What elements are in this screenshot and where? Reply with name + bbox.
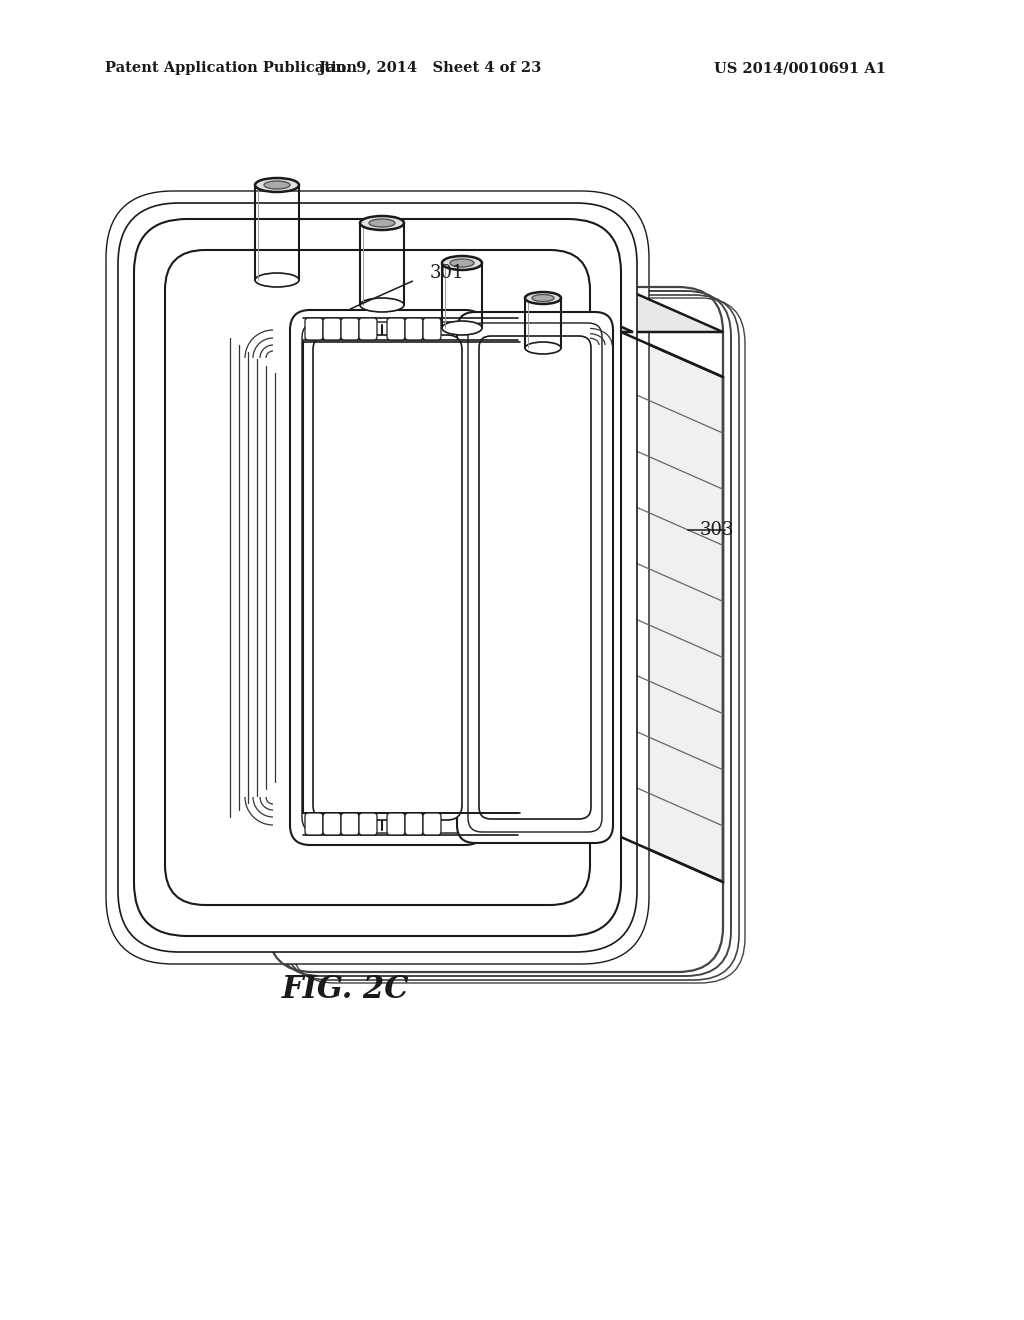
- FancyBboxPatch shape: [479, 337, 591, 818]
- Ellipse shape: [369, 219, 395, 227]
- Polygon shape: [605, 325, 723, 882]
- Text: Jan. 9, 2014   Sheet 4 of 23: Jan. 9, 2014 Sheet 4 of 23: [318, 61, 541, 75]
- FancyBboxPatch shape: [305, 318, 323, 341]
- FancyBboxPatch shape: [323, 318, 341, 341]
- FancyBboxPatch shape: [134, 219, 621, 936]
- FancyBboxPatch shape: [305, 813, 323, 836]
- Text: 301: 301: [430, 264, 465, 282]
- Ellipse shape: [360, 216, 404, 230]
- FancyBboxPatch shape: [118, 203, 637, 952]
- FancyBboxPatch shape: [406, 813, 423, 836]
- FancyBboxPatch shape: [423, 318, 441, 341]
- FancyBboxPatch shape: [387, 813, 406, 836]
- Text: US 2014/0010691 A1: US 2014/0010691 A1: [714, 61, 886, 75]
- Ellipse shape: [525, 292, 561, 304]
- FancyBboxPatch shape: [359, 813, 377, 836]
- Polygon shape: [240, 280, 633, 333]
- FancyBboxPatch shape: [165, 249, 590, 906]
- FancyBboxPatch shape: [302, 322, 473, 833]
- FancyBboxPatch shape: [457, 312, 613, 843]
- Text: FIG. 2C: FIG. 2C: [282, 974, 409, 1006]
- Ellipse shape: [525, 342, 561, 354]
- FancyBboxPatch shape: [150, 235, 605, 920]
- Ellipse shape: [360, 298, 404, 312]
- Ellipse shape: [442, 321, 482, 335]
- Ellipse shape: [532, 294, 554, 301]
- FancyBboxPatch shape: [106, 191, 649, 964]
- Text: 303: 303: [700, 521, 734, 539]
- FancyBboxPatch shape: [406, 318, 423, 341]
- FancyBboxPatch shape: [423, 813, 441, 836]
- FancyBboxPatch shape: [323, 813, 341, 836]
- FancyBboxPatch shape: [290, 310, 485, 845]
- FancyBboxPatch shape: [341, 318, 359, 341]
- FancyBboxPatch shape: [387, 318, 406, 341]
- Ellipse shape: [450, 259, 474, 267]
- FancyBboxPatch shape: [341, 813, 359, 836]
- Text: Patent Application Publication: Patent Application Publication: [105, 61, 357, 75]
- Ellipse shape: [255, 273, 299, 286]
- Ellipse shape: [264, 181, 290, 189]
- FancyBboxPatch shape: [468, 323, 602, 832]
- Polygon shape: [240, 280, 723, 333]
- Ellipse shape: [255, 178, 299, 191]
- Ellipse shape: [442, 256, 482, 271]
- FancyBboxPatch shape: [313, 335, 462, 820]
- FancyBboxPatch shape: [359, 318, 377, 341]
